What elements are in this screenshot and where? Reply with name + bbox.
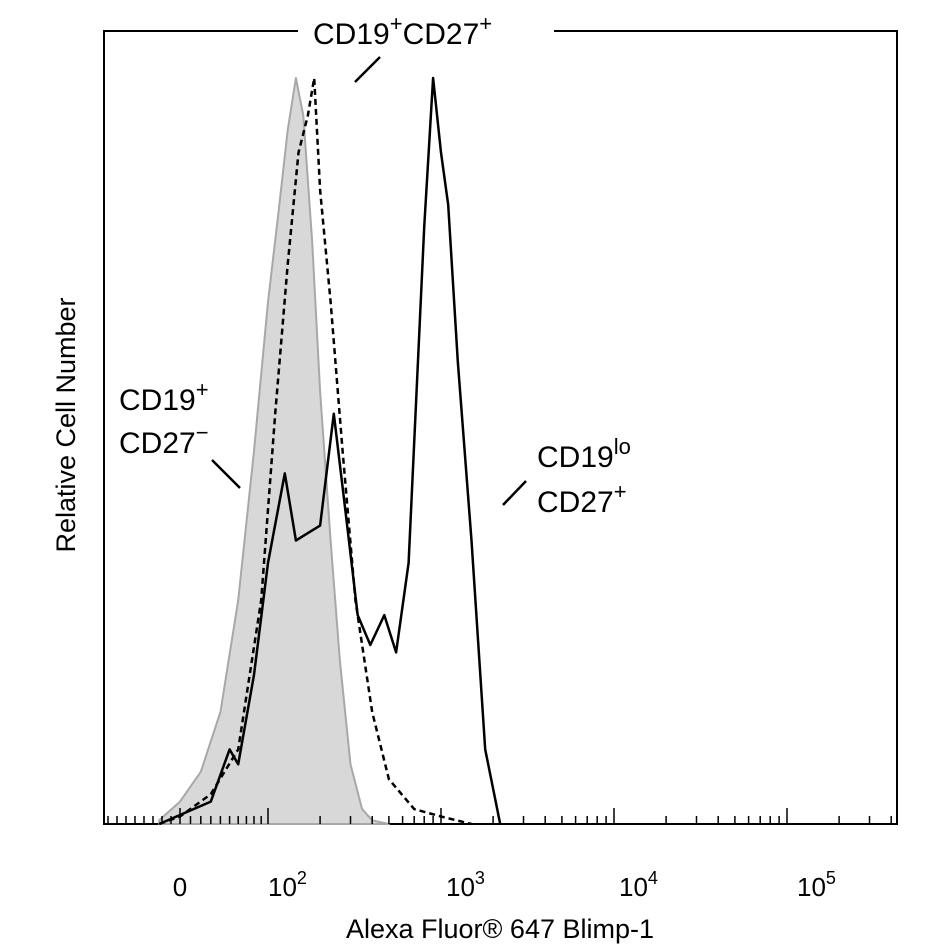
top-label-background [298, 12, 554, 50]
annotation-pointer-cd19pos-cd27neg [211, 459, 241, 489]
series-cd19-cd27 [158, 77, 390, 825]
annotation-cd19pos-cd27neg-line1: CD19+ [119, 377, 209, 417]
annotation-pointer-cd19pos-cd27pos [354, 56, 381, 83]
annotation-pointer-cd19lo-cd27pos [502, 480, 527, 506]
series-cd19lo-cd27 [158, 76, 502, 826]
x-tick-label-100000: 105 [797, 868, 836, 902]
x-tick-label-0: 0 [173, 872, 187, 902]
y-axis-label: Relative Cell Number [51, 297, 81, 552]
series-cd19-cd27 [158, 76, 472, 826]
x-axis-label: Alexa Fluor® 647 Blimp-1 [346, 914, 654, 944]
x-axis-ticks [107, 808, 892, 824]
x-tick-labels: 0 102 103 104 105 [173, 868, 836, 902]
annotation-cd19pos-cd27neg-line2: CD27− [119, 420, 209, 460]
x-tick-label-100: 102 [268, 868, 307, 902]
annotation-cd19lo-cd27pos-line1: CD19lo [537, 434, 631, 474]
x-tick-label-1000: 103 [446, 868, 485, 902]
annotation-cd19pos-cd27pos: CD19+CD27+ [313, 11, 492, 51]
x-tick-label-10000: 104 [619, 868, 658, 902]
series-layer [158, 76, 502, 826]
annotation-cd19lo-cd27pos-line2: CD27+ [537, 479, 627, 519]
